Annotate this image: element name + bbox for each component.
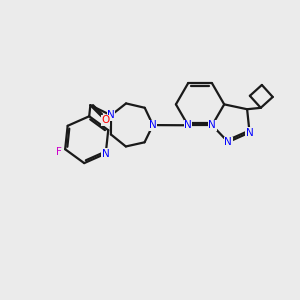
Text: F: F: [56, 147, 62, 157]
Text: N: N: [224, 137, 232, 147]
Text: O: O: [101, 116, 110, 125]
Text: N: N: [246, 128, 254, 137]
Text: N: N: [107, 110, 115, 120]
Text: N: N: [149, 120, 157, 130]
Text: N: N: [208, 120, 216, 130]
Text: N: N: [102, 148, 110, 159]
Text: N: N: [184, 120, 192, 130]
